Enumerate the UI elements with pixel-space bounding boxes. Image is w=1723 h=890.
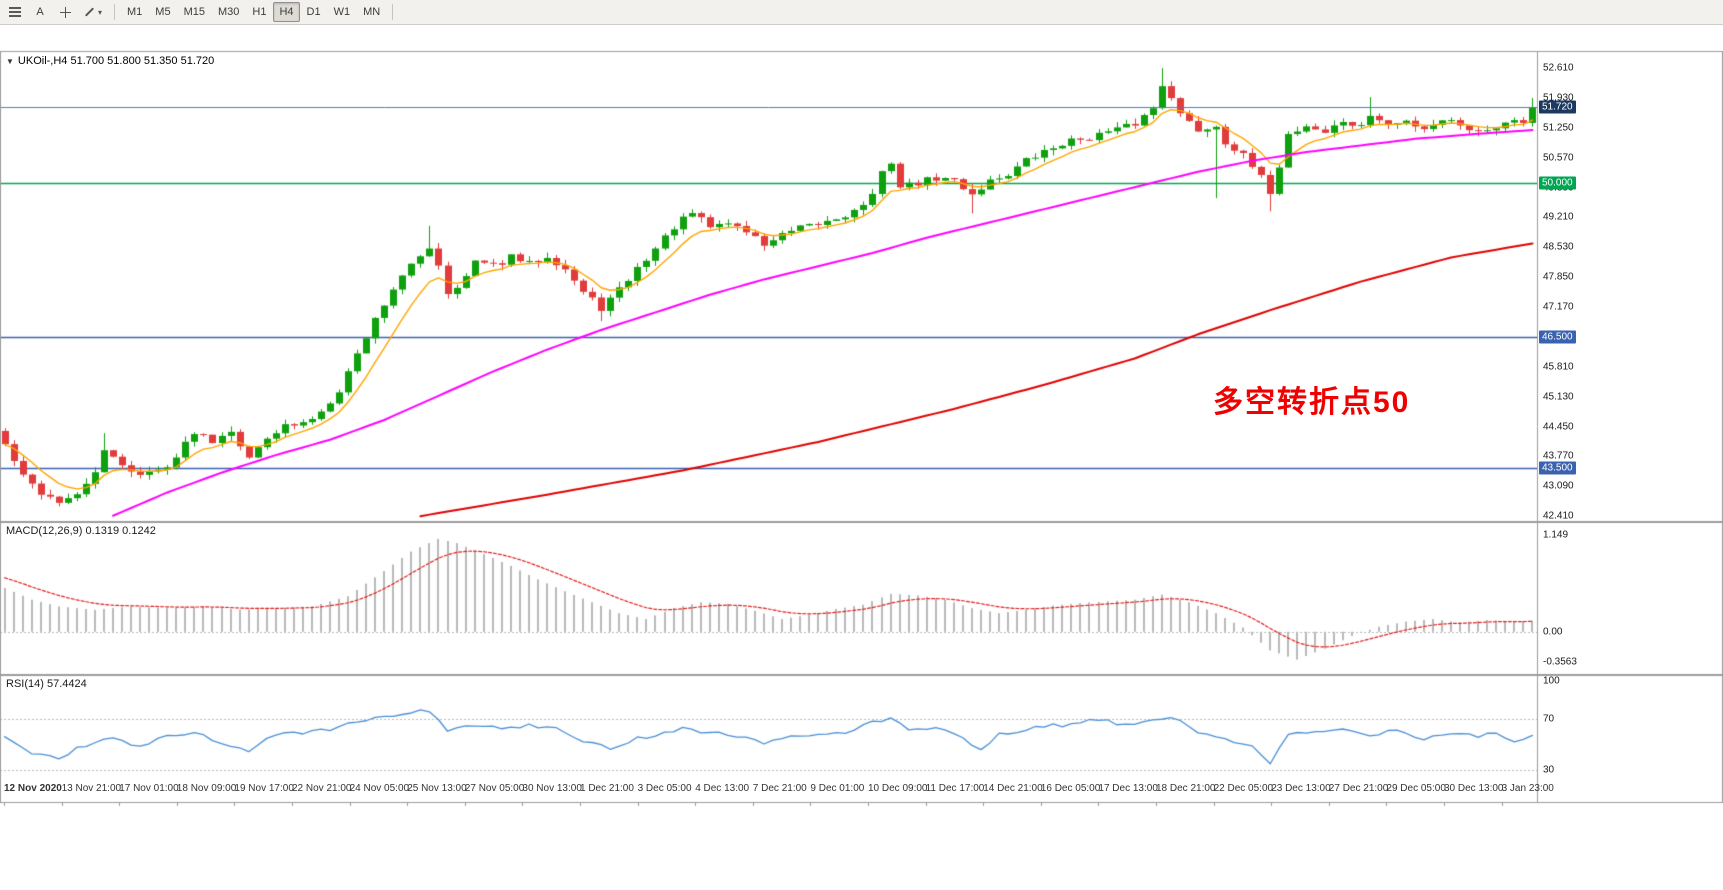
time-axis-label: 1 Dec 21:00	[580, 783, 634, 794]
pencil-icon	[84, 7, 95, 17]
crosshair-button[interactable]	[53, 2, 77, 22]
chart-bars-button[interactable]	[3, 2, 27, 22]
time-axis-label: 23 Dec 13:00	[1271, 783, 1331, 794]
time-axis-label: 3 Dec 05:00	[637, 783, 692, 794]
caret-down-icon: ▾	[98, 7, 103, 17]
chart-area: ▼ UKOil-,H4 51.700 51.800 51.350 51.720 …	[0, 25, 1723, 889]
symbol-ohlc-text: UKOil-,H4 51.700 51.800 51.350 51.720	[17, 55, 215, 67]
price-axis-label: 47.850	[1543, 271, 1574, 283]
timeframe-button-m15[interactable]: M15	[183, 6, 205, 18]
time-axis-label: 12 Nov 2020	[4, 783, 62, 794]
price-axis-label: 47.170	[1543, 301, 1574, 313]
crosshair-icon	[59, 6, 71, 18]
time-axis-label: 7 Dec 21:00	[752, 783, 807, 794]
price-axis-label: 49.210	[1543, 211, 1574, 223]
timeframe-button-h4[interactable]: H4	[273, 2, 300, 22]
time-axis-label: 4 Dec 13:00	[695, 783, 750, 794]
time-axis-label: 22 Dec 05:00	[1213, 783, 1274, 794]
price-badge: 43.500	[1539, 461, 1576, 475]
top-toolbar: A ▾ M1 M5 M15 M30 H1 H4 D1 W1 MN	[0, 0, 1723, 25]
time-axis-label: 18 Nov 09:00	[176, 783, 237, 794]
price-axis-label: 44.450	[1543, 421, 1574, 433]
time-axis-label: 27 Nov 05:00	[464, 783, 525, 794]
price-axis-label: 52.610	[1543, 62, 1574, 74]
macd-axis-label: 1.149	[1543, 529, 1569, 541]
timeframe-button-m30[interactable]: M30	[217, 6, 240, 18]
cursor-button[interactable]: A	[36, 6, 44, 18]
timeframe-button-m1[interactable]: M1	[127, 6, 143, 18]
time-axis-label: 29 Dec 05:00	[1386, 783, 1446, 794]
price-axis-label: 51.930	[1543, 92, 1574, 104]
price-axis-label: 45.130	[1543, 391, 1574, 403]
draw-tools-button[interactable]: ▾	[78, 2, 108, 22]
time-axis-label: 24 Nov 05:00	[349, 783, 410, 794]
time-axis-label: 3 Jan 23:00	[1501, 783, 1554, 794]
symbol-ohlc-line: ▼ UKOil-,H4 51.700 51.800 51.350 51.720	[6, 55, 214, 67]
time-axis-label: 30 Nov 13:00	[522, 783, 582, 794]
time-axis-label: 27 Dec 21:00	[1328, 783, 1389, 794]
timeframe-button-h1[interactable]: H1	[252, 6, 267, 18]
time-axis-label: 9 Dec 01:00	[810, 783, 865, 794]
toolbar-separator	[114, 4, 116, 20]
time-axis-label: 14 Dec 21:00	[983, 783, 1043, 794]
macd-label: MACD(12,26,9) 0.1319 0.1242	[6, 525, 156, 537]
timeframe-button-mn[interactable]: MN	[363, 6, 381, 18]
price-axis-label: 43.090	[1543, 480, 1574, 492]
time-axis-label: 22 Nov 21:00	[292, 783, 352, 794]
macd-axis-label: -0.3563	[1543, 656, 1577, 668]
toolbar-separator	[392, 4, 394, 20]
price-axis-label: 45.810	[1543, 361, 1574, 373]
time-axis-label: 18 Dec 21:00	[1156, 783, 1216, 794]
time-axis-label: 10 Dec 09:00	[868, 783, 928, 794]
rsi-axis-label: 100	[1543, 675, 1560, 687]
rsi-axis-label: 70	[1543, 713, 1555, 725]
time-axis-label: 19 Nov 17:00	[234, 783, 294, 794]
macd-axis-label: 0.00	[1543, 626, 1563, 638]
chart-canvas[interactable]	[0, 25, 1723, 889]
price-axis-label: 43.770	[1543, 450, 1574, 462]
timeframe-group: M1 M5 M15 M30 H1 H4 D1 W1 MN	[121, 2, 386, 22]
chart-annotation-text: 多空转折点50	[1213, 386, 1411, 419]
timeframe-button-m5[interactable]: M5	[155, 6, 171, 18]
time-axis-label: 17 Dec 13:00	[1098, 783, 1158, 794]
bars-icon	[9, 7, 21, 17]
quick-trade-collapse-icon[interactable]: ▼	[6, 56, 14, 66]
timeframe-button-w1[interactable]: W1	[333, 6, 351, 18]
price-badge: 51.720	[1539, 100, 1576, 114]
rsi-axis-label: 30	[1543, 764, 1555, 776]
time-axis-label: 30 Dec 13:00	[1444, 783, 1504, 794]
time-axis-label: 25 Nov 13:00	[407, 783, 467, 794]
price-axis-label: 51.250	[1543, 122, 1574, 134]
timeframe-button-d1[interactable]: D1	[306, 6, 321, 18]
price-axis-label: 48.530	[1543, 241, 1574, 253]
time-axis-label: 13 Nov 21:00	[61, 783, 122, 794]
rsi-label: RSI(14) 57.4424	[6, 678, 87, 690]
price-badge: 50.000	[1539, 176, 1576, 190]
price-axis-label: 50.570	[1543, 152, 1574, 164]
time-axis-label: 11 Dec 17:00	[925, 783, 985, 794]
price-axis-label: 42.410	[1543, 510, 1574, 522]
price-badge: 46.500	[1539, 330, 1576, 343]
time-axis-label: 16 Dec 05:00	[1040, 783, 1101, 794]
time-axis-label: 17 Nov 01:00	[119, 783, 179, 794]
